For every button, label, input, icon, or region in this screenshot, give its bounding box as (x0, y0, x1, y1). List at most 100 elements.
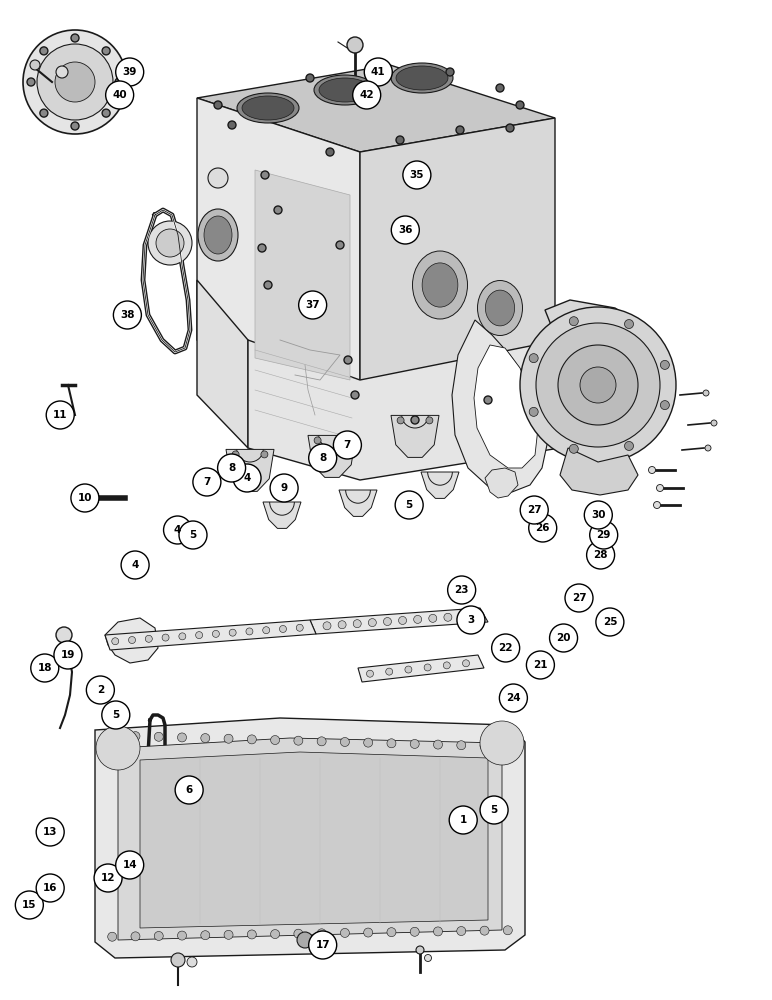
Circle shape (340, 928, 350, 937)
Circle shape (102, 109, 110, 117)
Text: 23: 23 (455, 585, 469, 595)
Circle shape (569, 444, 578, 453)
Circle shape (376, 66, 384, 74)
Circle shape (364, 928, 373, 937)
Circle shape (503, 926, 513, 935)
Text: 28: 28 (594, 550, 608, 560)
Circle shape (306, 74, 314, 82)
Circle shape (391, 216, 419, 244)
Text: 26: 26 (536, 523, 550, 533)
Circle shape (40, 109, 48, 117)
Polygon shape (358, 655, 484, 682)
Circle shape (536, 323, 660, 447)
Circle shape (229, 629, 236, 636)
Polygon shape (560, 448, 638, 495)
Circle shape (580, 367, 616, 403)
Circle shape (426, 417, 433, 424)
Circle shape (527, 651, 554, 679)
Circle shape (56, 627, 72, 643)
Circle shape (187, 957, 197, 967)
Circle shape (40, 47, 48, 55)
Circle shape (201, 734, 210, 743)
Text: 42: 42 (360, 90, 374, 100)
Circle shape (405, 666, 412, 673)
Circle shape (271, 930, 279, 939)
Polygon shape (95, 718, 525, 958)
Text: 27: 27 (527, 505, 541, 515)
Ellipse shape (319, 78, 371, 102)
Circle shape (516, 101, 524, 109)
Circle shape (587, 541, 615, 569)
Circle shape (247, 930, 256, 939)
Circle shape (271, 736, 279, 745)
Circle shape (546, 371, 554, 379)
Circle shape (37, 44, 113, 120)
Polygon shape (105, 618, 158, 663)
Text: 3: 3 (467, 615, 475, 625)
Circle shape (448, 576, 476, 604)
Text: 14: 14 (123, 860, 137, 870)
Circle shape (131, 932, 140, 941)
Polygon shape (339, 490, 377, 516)
Text: 35: 35 (410, 170, 424, 180)
Text: 7: 7 (344, 440, 351, 450)
Circle shape (162, 634, 169, 641)
Circle shape (336, 241, 344, 249)
Circle shape (660, 360, 669, 369)
Circle shape (480, 721, 524, 765)
Circle shape (218, 454, 245, 482)
Circle shape (102, 47, 110, 55)
Circle shape (625, 441, 634, 450)
Polygon shape (391, 415, 439, 457)
Circle shape (569, 317, 578, 326)
Circle shape (232, 451, 239, 458)
Circle shape (565, 584, 593, 612)
Text: 10: 10 (78, 493, 92, 503)
Circle shape (121, 551, 149, 579)
Circle shape (397, 417, 404, 424)
Text: 6: 6 (185, 785, 193, 795)
Circle shape (459, 612, 467, 620)
Circle shape (364, 738, 373, 747)
Circle shape (396, 136, 404, 144)
Circle shape (425, 954, 432, 962)
Ellipse shape (242, 96, 294, 120)
Text: 11: 11 (53, 410, 67, 420)
Polygon shape (538, 300, 662, 462)
Circle shape (480, 796, 508, 824)
Ellipse shape (412, 251, 468, 319)
Circle shape (179, 633, 186, 640)
Circle shape (403, 161, 431, 189)
Circle shape (424, 664, 431, 671)
Circle shape (520, 496, 548, 524)
Circle shape (326, 148, 334, 156)
Circle shape (108, 731, 117, 740)
Polygon shape (310, 608, 488, 634)
Circle shape (36, 818, 64, 846)
Circle shape (410, 927, 419, 936)
Polygon shape (452, 320, 548, 492)
Circle shape (212, 630, 219, 637)
Text: 7: 7 (203, 477, 211, 487)
Circle shape (128, 637, 136, 644)
Circle shape (54, 641, 82, 669)
Circle shape (368, 619, 376, 627)
Circle shape (208, 168, 228, 188)
Polygon shape (255, 170, 350, 380)
Circle shape (154, 931, 163, 940)
Polygon shape (105, 620, 316, 650)
Circle shape (590, 521, 618, 549)
Text: 21: 21 (533, 660, 547, 670)
Circle shape (154, 732, 163, 741)
Circle shape (108, 932, 117, 941)
Text: 5: 5 (112, 710, 120, 720)
Circle shape (175, 776, 203, 804)
Circle shape (178, 931, 187, 940)
Circle shape (703, 390, 709, 396)
Ellipse shape (486, 290, 515, 326)
Circle shape (625, 320, 634, 329)
Circle shape (156, 229, 184, 257)
Circle shape (411, 416, 419, 424)
Circle shape (584, 501, 612, 529)
Circle shape (233, 464, 261, 492)
